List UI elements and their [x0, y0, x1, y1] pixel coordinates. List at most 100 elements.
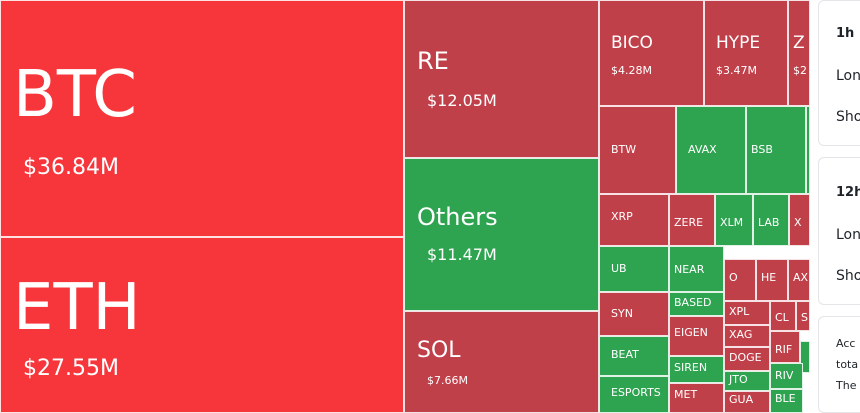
- treemap-tile-s[interactable]: S: [796, 301, 810, 331]
- treemap-tile-rif[interactable]: RIF: [770, 331, 800, 363]
- treemap-tile-zere[interactable]: ZERE: [669, 194, 715, 246]
- tile-value: $12.05M: [427, 91, 497, 110]
- treemap-tile-lab[interactable]: LAB: [753, 194, 789, 246]
- treemap-tile-xrp[interactable]: XRP: [599, 194, 669, 246]
- tile-symbol: MET: [674, 388, 698, 401]
- tile-value: $27.55M: [23, 356, 119, 381]
- treemap-tile-xpl[interactable]: XPL: [724, 301, 770, 325]
- tile-value: $7.66M: [427, 374, 468, 387]
- treemap-tile-eth[interactable]: ETH $27.55M: [0, 237, 404, 413]
- treemap-tile-xlm[interactable]: XLM: [715, 194, 753, 246]
- tile-symbol: BICO: [611, 33, 653, 53]
- treemap-tile-btc[interactable]: BTC $36.84M: [0, 0, 404, 237]
- tile-symbol: XPL: [729, 305, 750, 318]
- card-1h: 1h Lon Sho: [818, 0, 860, 146]
- treemap-tile-btw[interactable]: BTW: [599, 106, 676, 194]
- tile-symbol: AX: [793, 271, 809, 284]
- treemap-tile-based[interactable]: BASED: [669, 292, 724, 316]
- tile-symbol: ZERE: [674, 216, 704, 229]
- treemap-tile-near[interactable]: NEAR: [669, 246, 724, 292]
- tile-symbol: SOL: [417, 338, 461, 363]
- note-line-3: The: [836, 379, 857, 392]
- card-1h-header[interactable]: 1h: [836, 26, 855, 41]
- tile-value: $4.28M: [611, 64, 652, 77]
- tile-symbol: Z: [793, 33, 805, 53]
- tile-symbol: RE: [417, 47, 449, 75]
- tile-symbol: SYN: [611, 307, 633, 320]
- treemap-tile-he[interactable]: HE: [756, 259, 788, 301]
- treemap-tile-siren[interactable]: SIREN: [669, 356, 724, 383]
- tile-symbol: BEAT: [611, 348, 639, 361]
- treemap-tile-ble[interactable]: BLE: [770, 389, 803, 413]
- tile-value: $2: [793, 64, 807, 77]
- treemap-tile-re[interactable]: RE $12.05M: [404, 0, 599, 158]
- treemap-tile-z[interactable]: Z $2: [788, 0, 810, 106]
- side-panel: 1h Lon Sho 12h Lon Sho Acc tota The: [818, 0, 860, 413]
- treemap-tile-ub[interactable]: UB: [599, 246, 669, 292]
- treemap-tile-unlabeled-33[interactable]: [800, 341, 810, 373]
- treemap-tile-doge[interactable]: DOGE: [724, 347, 770, 371]
- treemap-tile-x[interactable]: X: [789, 194, 810, 246]
- tile-symbol: LAB: [758, 216, 780, 229]
- treemap-tile-eigen[interactable]: EIGEN: [669, 316, 724, 356]
- treemap-tile-o[interactable]: O: [724, 259, 756, 301]
- tile-symbol: AVAX: [688, 143, 717, 156]
- tile-symbol: XRP: [611, 210, 633, 223]
- card-1h-long-label: Lon: [836, 68, 860, 84]
- treemap-tile-sol[interactable]: SOL $7.66M: [404, 311, 599, 413]
- card-12h-header[interactable]: 12h: [836, 185, 860, 200]
- tile-value: $3.47M: [716, 64, 757, 77]
- treemap-tile-gua[interactable]: GUA: [724, 391, 770, 413]
- tile-symbol: UB: [611, 262, 627, 275]
- tile-symbol: EIGEN: [674, 326, 708, 339]
- tile-symbol: ETH: [13, 271, 141, 345]
- card-12h-short-label: Sho: [836, 268, 860, 284]
- treemap-tile-jto[interactable]: JTO: [724, 371, 770, 391]
- tile-symbol: XAG: [729, 328, 753, 341]
- card-note: Acc tota The: [818, 316, 860, 413]
- treemap-tile-hype[interactable]: HYPE $3.47M: [704, 0, 788, 106]
- tile-symbol: SIREN: [674, 361, 708, 374]
- treemap-tile-met[interactable]: MET: [669, 383, 724, 413]
- tile-symbol: X: [794, 216, 802, 229]
- treemap-tile-avax[interactable]: AVAX: [676, 106, 746, 194]
- tile-symbol: XLM: [720, 216, 744, 229]
- note-line-1: Acc: [836, 337, 856, 350]
- treemap-tile-cl[interactable]: CL: [770, 301, 796, 331]
- tile-symbol: GUA: [729, 393, 754, 406]
- tile-symbol: BSB: [751, 143, 773, 156]
- treemap-tile-bsb[interactable]: BSB: [746, 106, 806, 194]
- card-1h-short-label: Sho: [836, 109, 860, 125]
- treemap-tile-beat[interactable]: BEAT: [599, 336, 669, 376]
- tile-symbol: RIF: [775, 343, 793, 356]
- tile-symbol: ESPORTS: [611, 386, 661, 399]
- note-line-2: tota: [836, 358, 859, 371]
- tile-symbol: S: [801, 311, 808, 324]
- tile-symbol: HYPE: [716, 33, 761, 53]
- card-12h: 12h Lon Sho: [818, 157, 860, 305]
- tile-symbol: RIV: [775, 369, 794, 382]
- treemap-tile-esports[interactable]: ESPORTS: [599, 376, 669, 413]
- tile-symbol: HE: [761, 271, 777, 284]
- tile-value: $11.47M: [427, 245, 497, 264]
- treemap-tile-riv[interactable]: RIV: [770, 363, 803, 389]
- tile-symbol: O: [729, 271, 738, 284]
- treemap-tile-syn[interactable]: SYN: [599, 292, 669, 336]
- tile-symbol: BLE: [775, 392, 796, 405]
- tile-symbol: JTO: [729, 373, 748, 386]
- tile-symbol: BTC: [13, 58, 137, 132]
- card-12h-long-label: Lon: [836, 227, 860, 243]
- treemap-tile-others[interactable]: Others $11.47M: [404, 158, 599, 311]
- tile-symbol: Others: [417, 203, 498, 231]
- tile-symbol: BASED: [674, 296, 712, 309]
- liquidation-treemap: BTC $36.84M ETH $27.55M RE $12.05M Others $11.4…: [0, 0, 810, 413]
- tile-symbol: BTW: [611, 143, 637, 156]
- treemap-tile-xag[interactable]: XAG: [724, 325, 770, 347]
- treemap-tile-bico[interactable]: BICO $4.28M: [599, 0, 704, 106]
- tile-symbol: DOGE: [729, 351, 762, 364]
- tile-value: $36.84M: [23, 155, 119, 180]
- treemap-tile-ax[interactable]: AX: [788, 259, 810, 301]
- tile-symbol: CL: [775, 311, 789, 324]
- tile-symbol: NEAR: [674, 263, 705, 276]
- treemap-tile-unlabeled-11[interactable]: [806, 106, 810, 194]
